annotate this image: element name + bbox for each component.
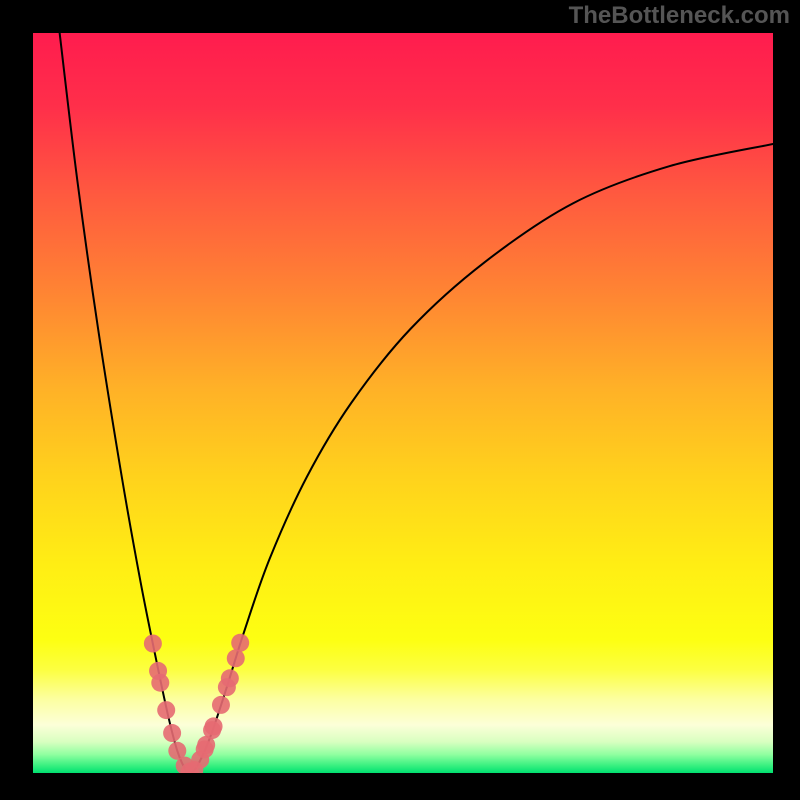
chart-svg (33, 33, 773, 773)
data-marker (205, 717, 223, 735)
watermark-text: TheBottleneck.com (569, 2, 790, 30)
gradient-background (33, 33, 773, 773)
plot-area (33, 33, 773, 773)
chart-root: TheBottleneck.com (0, 0, 800, 800)
data-marker (151, 674, 169, 692)
data-marker (221, 669, 239, 687)
data-marker (231, 634, 249, 652)
data-marker (144, 635, 162, 653)
data-marker (227, 649, 245, 667)
data-marker (163, 724, 181, 742)
data-marker (157, 701, 175, 719)
data-marker (212, 696, 230, 714)
